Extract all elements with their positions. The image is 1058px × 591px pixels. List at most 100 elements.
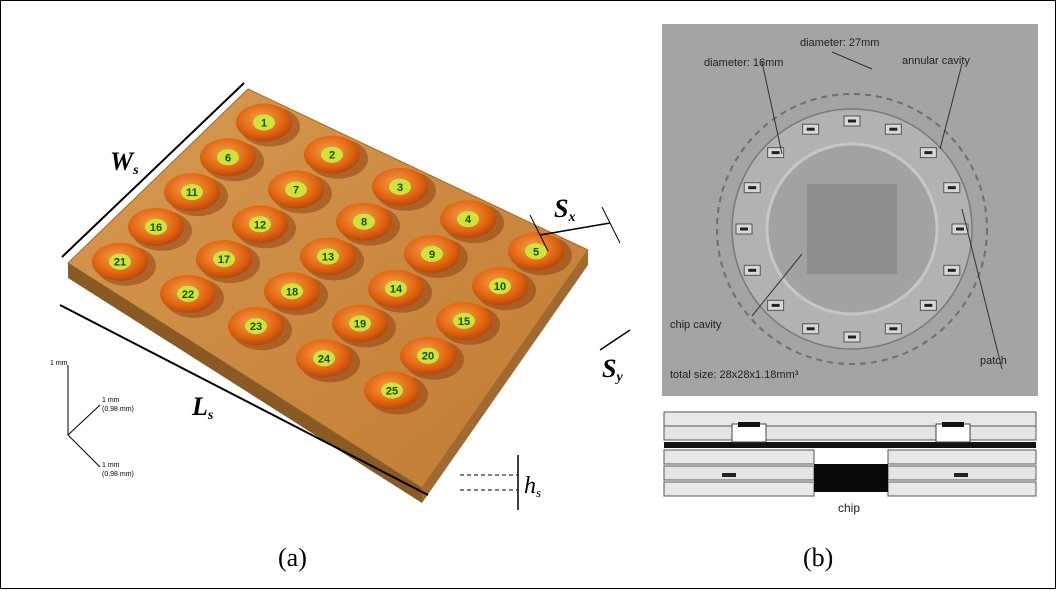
label-patch: patch xyxy=(980,355,1007,367)
label-diameter-inner: diameter: 16mm xyxy=(704,57,783,69)
patch-number: 1 xyxy=(261,118,267,130)
sy-dimension-line xyxy=(599,329,631,351)
cross-section xyxy=(662,400,1038,516)
patch-number: 18 xyxy=(286,286,298,298)
patch-number-badge xyxy=(317,248,339,265)
panel-a-array-illustration: 1 2 3 4 5 6 7 8 9 10 11 12 13 14 15 16 17 18 19 20 21 22 23 24 2… xyxy=(30,75,660,515)
length-label: Ls xyxy=(191,392,214,423)
label-diameter-outer: diameter: 27mm xyxy=(800,37,879,49)
axis-z-label: 1 mm xyxy=(50,360,68,367)
width-dimension-line xyxy=(61,82,245,258)
patch-cells: 1234567891011121314151617181920212223242… xyxy=(92,103,572,415)
patch-number-badge xyxy=(109,253,131,270)
patch-number-badge xyxy=(285,181,307,198)
patch-number: 7 xyxy=(293,185,299,197)
label-annular-cavity: annular cavity xyxy=(902,55,970,67)
ring-patch-feed xyxy=(924,303,933,307)
patch-number: 17 xyxy=(218,254,230,266)
label-chip: chip xyxy=(838,501,860,515)
ring-patch-feed xyxy=(956,227,964,231)
patch-number: 19 xyxy=(354,319,366,331)
patch-number: 15 xyxy=(458,316,470,328)
ring-patch-feed xyxy=(748,268,757,272)
patch-number: 16 xyxy=(150,222,162,234)
ring-patch-feed xyxy=(771,151,780,155)
ring-patch-feed xyxy=(947,186,956,190)
patch-number-badge xyxy=(489,278,511,295)
patch-number-badge xyxy=(253,114,275,131)
patch-number-badge xyxy=(385,280,407,297)
ring-patch-feed xyxy=(947,268,956,272)
ring-patch-feed xyxy=(848,119,856,123)
patch-number: 2 xyxy=(329,150,335,162)
patch-number: 24 xyxy=(318,353,331,365)
substrate-side-right xyxy=(422,250,588,503)
patch-number: 11 xyxy=(186,187,198,199)
label-total-size: total size: 28x28x1.18mm³ xyxy=(670,369,799,381)
array-diagram: 1234567891011121314151617181920212223242… xyxy=(50,82,631,510)
patch-number: 4 xyxy=(465,214,472,226)
patch-number-badge xyxy=(321,146,343,163)
substrate-side-left xyxy=(68,263,422,503)
ring-patch-feed xyxy=(771,303,780,307)
patch-number-badge xyxy=(281,283,303,300)
length-dimension-line xyxy=(59,304,429,496)
axis-y-scale: (0.98 mm) xyxy=(102,406,134,413)
patch-number-badge xyxy=(245,318,267,335)
width-label: Ws xyxy=(110,147,139,178)
patch-number-badge xyxy=(353,213,375,230)
patch-number: 14 xyxy=(390,284,403,296)
patch-number: 13 xyxy=(322,252,334,264)
patch-number-badge xyxy=(457,211,479,228)
ring-patch-feed xyxy=(924,151,933,155)
panel-b-package-photo: diameter: 27mm diameter: 16mm annular ca… xyxy=(662,24,1038,516)
patch-number-badge xyxy=(381,382,403,399)
ring-patch-feed xyxy=(848,335,856,339)
patch-number-badge xyxy=(525,243,547,260)
patch-number-badge xyxy=(145,218,167,235)
patch-number: 6 xyxy=(225,152,231,164)
ring-patch-feed xyxy=(748,186,757,190)
sx-label: Sx xyxy=(554,194,575,225)
patch-number: 9 xyxy=(429,249,435,261)
ring-patch-feed xyxy=(806,327,815,331)
axis-y-label: 1 mm xyxy=(102,397,120,404)
patch-number: 25 xyxy=(386,386,398,398)
ring-patch-feed xyxy=(806,127,815,131)
sx-dimension-line xyxy=(539,222,611,236)
patch-number-badge xyxy=(217,149,239,166)
package-diagram: diameter: 27mm diameter: 16mm annular ca… xyxy=(662,24,1038,516)
patch-number: 12 xyxy=(254,219,266,231)
chip-cavity xyxy=(807,184,897,274)
patch-slots xyxy=(735,115,969,343)
axis-x-label: 1 mm xyxy=(102,462,120,469)
caption-b: (b) xyxy=(803,543,834,572)
patch-number: 20 xyxy=(422,351,434,363)
chip-block xyxy=(814,464,888,492)
patch-number: 21 xyxy=(114,257,126,269)
patch-number-badge xyxy=(213,251,235,268)
ring-patch-feed xyxy=(889,127,898,131)
sy-label: Sy xyxy=(602,354,623,385)
patch-number-badge xyxy=(177,285,199,302)
patch-number: 3 xyxy=(397,182,403,194)
patch-number-badge xyxy=(421,245,443,262)
patch-number-badge xyxy=(249,216,271,233)
patch-number: 10 xyxy=(494,281,506,293)
patch-number: 8 xyxy=(361,217,367,229)
patch-number-badge xyxy=(453,312,475,329)
axis-indicator xyxy=(67,365,101,468)
patch-number: 23 xyxy=(250,321,262,333)
h-label: hs xyxy=(524,473,541,500)
patch-number-badge xyxy=(181,184,203,201)
patch-number: 22 xyxy=(182,289,194,301)
patch-number-badge xyxy=(313,350,335,367)
patch-number-badge xyxy=(389,178,411,195)
patch-number-badge xyxy=(349,315,371,332)
patch-number-badge xyxy=(417,347,439,364)
caption-a: (a) xyxy=(278,543,307,572)
ring-patch-feed xyxy=(889,327,898,331)
ring-patch-feed xyxy=(740,227,748,231)
patch-number: 5 xyxy=(533,246,539,258)
